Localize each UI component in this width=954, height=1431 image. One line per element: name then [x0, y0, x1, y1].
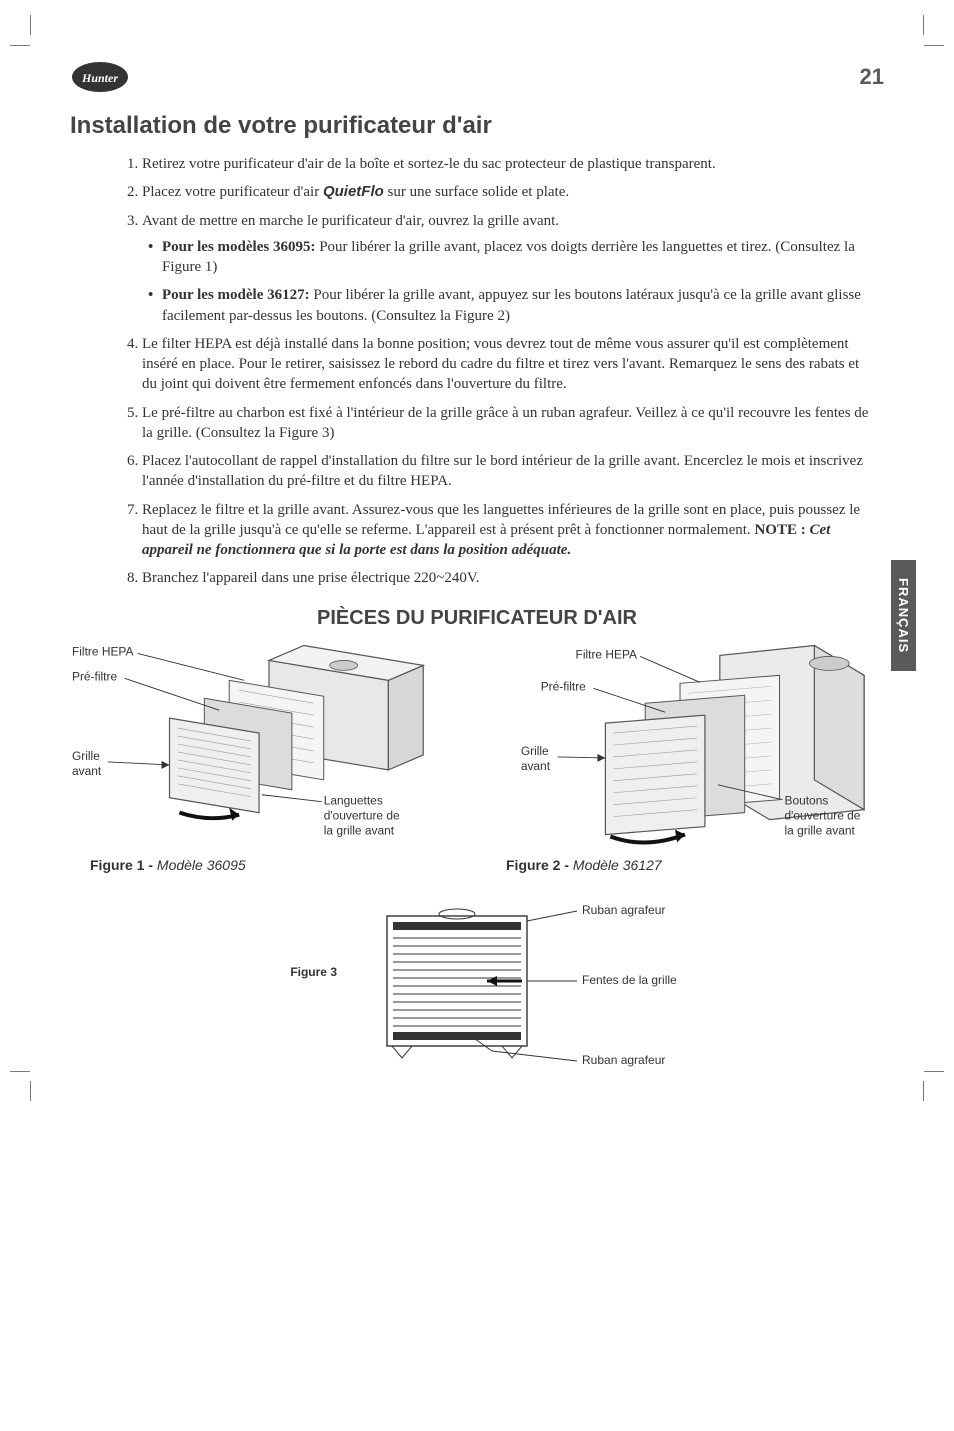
hunter-logo: Hunter: [70, 60, 130, 94]
figure-3-caption: Figure 3: [290, 965, 337, 979]
figures-row: Filtre HEPA Pré-filtre Grille avant Lang…: [70, 640, 884, 873]
figure-1-block: Filtre HEPA Pré-filtre Grille avant Lang…: [70, 640, 468, 873]
page-number: 21: [860, 64, 884, 90]
fig1-label-tabs-2: d'ouverture de: [324, 808, 400, 822]
step-3-sub-2: Pour les modèle 36127: Pour libérer la g…: [162, 285, 874, 326]
language-tab: FRANÇAIS: [891, 560, 916, 671]
step-2: Placez votre purificateur d'air QuietFlo…: [142, 182, 874, 202]
fig2-label-btn-1: Boutons: [785, 793, 829, 807]
fig2-caption-bold: Figure 2 -: [506, 857, 573, 873]
step-3: Avant de mettre en marche le purificateu…: [142, 211, 874, 326]
figure-2-illustration: Filtre HEPA Pré-filtre Grille avant Bout…: [486, 640, 884, 850]
figure-2-block: Filtre HEPA Pré-filtre Grille avant Bout…: [486, 640, 884, 873]
step-3-sublist: Pour les modèles 36095: Pour libérer la …: [142, 237, 874, 326]
figure-1-caption: Figure 1 - Modèle 36095: [70, 857, 468, 873]
fig1-label-hepa: Filtre HEPA: [72, 644, 134, 658]
step-7-text-a: Replacez le filtre et la grille avant. A…: [142, 502, 860, 538]
fig2-label-hepa: Filtre HEPA: [576, 647, 638, 661]
fig2-label-pre: Pré-filtre: [541, 679, 586, 693]
installation-steps: Retirez votre purificateur d'air de la b…: [120, 154, 874, 589]
figure-3-illustration: Figure 3: [217, 891, 737, 1071]
fig1-label-pre: Pré-filtre: [72, 669, 117, 683]
step-7: Replacez le filtre et la grille avant. A…: [142, 500, 874, 561]
step-3-text: Avant de mettre en marche le purificateu…: [142, 213, 559, 229]
svg-text:Hunter: Hunter: [81, 71, 118, 85]
fig1-label-grille-1: Grille: [72, 748, 100, 762]
fig2-label-grille-1: Grille: [521, 743, 549, 757]
fig1-label-tabs-3: la grille avant: [324, 823, 395, 837]
step-5: Le pré-filtre au charbon est fixé à l'in…: [142, 403, 874, 444]
step-2-text-b: sur une surface solide et plate.: [384, 184, 569, 200]
step-3-sub-2-bold: Pour les modèle 36127:: [162, 287, 310, 303]
fig2-label-btn-2: d'ouverture de: [785, 808, 861, 822]
fig1-caption-ital: Modèle 36095: [157, 857, 246, 873]
brand-name: QuietFlo: [323, 183, 384, 200]
step-4: Le filter HEPA est déjà installé dans la…: [142, 334, 874, 395]
fig1-caption-bold: Figure 1 -: [90, 857, 157, 873]
figure-3-block: Figure 3: [70, 891, 884, 1071]
parts-title: PIÈCES DU PURIFICATEUR D'AIR: [70, 607, 884, 630]
page-header: Hunter 21: [70, 60, 884, 94]
fig1-label-grille-2: avant: [72, 763, 102, 777]
fig1-label-tabs-1: Languettes: [324, 793, 383, 807]
step-3-sub-1: Pour les modèles 36095: Pour libérer la …: [162, 237, 874, 278]
fig2-caption-ital: Modèle 36127: [573, 857, 662, 873]
fig3-label-bot: Ruban agrafeur: [582, 1053, 665, 1067]
step-3-sub-1-bold: Pour les modèles 36095:: [162, 239, 315, 255]
fig2-label-btn-3: la grille avant: [785, 823, 856, 837]
fig2-label-grille-2: avant: [521, 758, 551, 772]
content-body: Retirez votre purificateur d'air de la b…: [70, 154, 884, 589]
step-1: Retirez votre purificateur d'air de la b…: [142, 154, 874, 174]
fig3-label-mid: Fentes de la grille: [582, 973, 677, 987]
figure-2-caption: Figure 2 - Modèle 36127: [486, 857, 884, 873]
step-8: Branchez l'appareil dans une prise élect…: [142, 568, 874, 588]
figure-1-illustration: Filtre HEPA Pré-filtre Grille avant Lang…: [70, 640, 468, 850]
step-6: Placez l'autocollant de rappel d'install…: [142, 451, 874, 492]
section-title: Installation de votre purificateur d'air: [70, 112, 884, 140]
step-2-text-a: Placez votre purificateur d'air: [142, 184, 323, 200]
step-7-note: NOTE :: [754, 522, 809, 538]
fig3-label-top: Ruban agrafeur: [582, 903, 665, 917]
